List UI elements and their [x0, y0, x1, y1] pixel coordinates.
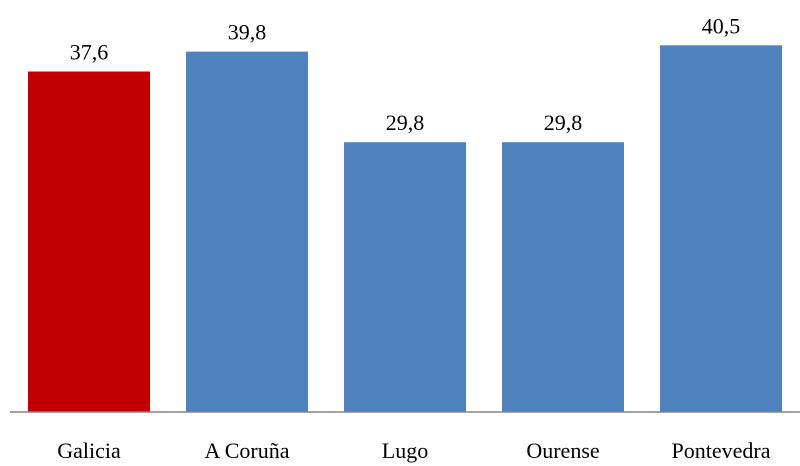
value-label: 29,8 [544, 110, 583, 135]
category-label: A Coruña [205, 438, 290, 463]
value-label: 37,6 [70, 40, 109, 65]
value-label: 40,5 [702, 13, 741, 38]
bar-lugo [344, 142, 466, 412]
bars-group [28, 45, 782, 413]
value-label: 39,8 [228, 20, 267, 45]
category-label: Galicia [57, 438, 121, 463]
bar-a-coru-a [186, 51, 308, 412]
category-label: Ourense [526, 438, 599, 463]
category-label: Lugo [382, 438, 428, 463]
category-label: Pontevedra [672, 438, 771, 463]
value-label: 29,8 [386, 110, 425, 135]
bar-galicia [28, 71, 150, 412]
bar-ourense [502, 142, 624, 412]
value-labels-group: 37,6 39,8 29,8 29,8 40,5 [70, 13, 741, 135]
category-labels-group: Galicia A Coruña Lugo Ourense Pontevedra [57, 438, 770, 463]
bar-pontevedra [660, 45, 782, 413]
